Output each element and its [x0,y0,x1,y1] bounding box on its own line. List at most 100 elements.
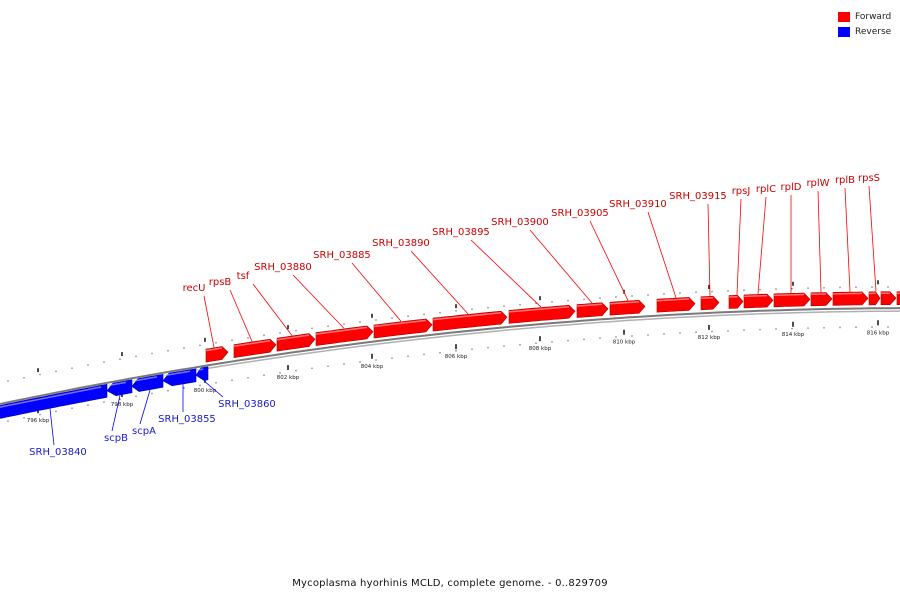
tick-label: 802 kbp [277,375,300,381]
forward-gene-label: rplC [756,184,776,195]
reverse-leader-line [139,389,151,425]
forward-gene-arrow-highlight [432,311,502,321]
reverse-leader-line [203,380,224,398]
forward-gene-arrow-highlight [832,292,863,295]
forward-gene-arrow [432,310,508,332]
reverse-gene-arrow [0,383,108,419]
forward-gene-arrow-highlight [773,293,805,297]
tick-label: 812 kbp [698,335,721,341]
reverse-gene-arrow-highlight [195,368,204,372]
legend-label-reverse: Reverse [855,26,892,37]
forward-gene-label: rpsS [858,173,880,184]
forward-leader-line [203,295,215,348]
ruler-ticks: 796 kbp 798 kbp 800 kbp 802 kbp 804 kbp 806 k… [7,280,890,424]
forward-gene-arrow [773,292,811,308]
forward-leader-line [736,198,742,295]
forward-gene-label: SRH_03890 [372,238,430,249]
forward-gene-arrow [276,333,316,352]
forward-leader-line [229,289,253,342]
forward-gene-arrow [373,318,433,339]
forward-gene-arrow [656,297,696,313]
forward-gene-label: SRH_03880 [254,262,312,273]
forward-gene-label: rpsJ [732,186,751,197]
forward-leader-line [757,196,767,294]
forward-gene-arrow-highlight [700,296,714,300]
legend-label-forward: Forward [855,11,892,22]
forward-gene-label: SRH_03910 [609,199,667,210]
forward-leader-line [470,239,542,308]
forward-leader-line [292,274,345,329]
forward-gene-arrow [576,302,609,318]
reverse-gene-arrow-highlight [0,386,102,408]
forward-gene-arrow-highlight [576,303,603,307]
reverse-gene-arrow [195,366,209,381]
tick-label: 810 kbp [613,340,636,346]
forward-gene-arrow-highlight [656,298,690,302]
forward-leader-line [529,229,593,304]
forward-leader-line [868,185,877,292]
forward-gene-arrow-highlight [609,301,640,305]
forward-gene-label: rpsB [209,277,232,288]
reverse-swatch [838,26,850,37]
tick-label: 814 kbp [782,332,805,338]
forward-gene-arrow [832,291,869,306]
forward-gene-label: SRH_03900 [491,217,549,228]
tick-label: 796 kbp [27,418,50,424]
forward-gene-arrow-highlight [276,334,310,341]
tick-label: 806 kbp [445,354,468,360]
reverse-gene-arrow [106,379,133,397]
tick-label: 804 kbp [361,364,384,370]
forward-gene-arrow [609,300,646,316]
gene-features [0,291,900,419]
genome-caption: Mycoplasma hyorhinis MCLD, complete geno… [292,578,608,589]
forward-gene-arrow-highlight [373,319,427,328]
tick-label: 800 kbp [194,388,217,394]
tick-label: 808 kbp [529,346,552,352]
forward-leader-line [589,220,629,301]
forward-leader-line [252,283,293,336]
forward-leader-line [844,187,851,292]
forward-gene-arrow-highlight [508,305,570,313]
forward-gene-label: rplD [781,182,802,193]
reverse-leader-line [111,395,121,432]
reverse-gene-label: SRH_03840 [29,447,87,458]
forward-gene-arrow [868,291,881,306]
forward-gene-arrow-highlight [205,347,223,352]
forward-gene-arrow-highlight [315,326,368,335]
gene-labels: recUrpsBtsfSRH_03880SRH_03885SRH_03890SR… [29,173,880,458]
forward-gene-arrow [896,291,900,305]
forward-leader-line [647,211,677,298]
forward-gene-label: rplW [806,178,829,189]
reverse-gene-label: scpB [104,433,128,444]
forward-gene-arrow [508,304,576,324]
forward-gene-arrow-highlight [743,294,768,298]
forward-gene-arrow [743,293,774,309]
backbone-line-upper [0,307,900,405]
reverse-gene-label: scpA [132,426,156,437]
forward-gene-arrow [700,295,720,311]
forward-gene-label: recU [183,283,206,294]
reverse-leader-line [49,408,55,446]
legend-item-forward: Forward [838,9,891,24]
forward-gene-label: SRH_03905 [551,208,609,219]
reverse-gene-label: SRH_03855 [158,414,216,425]
forward-leader-line [351,262,402,322]
forward-gene-label: SRH_03915 [669,191,727,202]
legend: Forward Reverse [838,9,891,39]
legend-item-reverse: Reverse [838,24,891,39]
reverse-gene-arrow-highlight [131,376,158,383]
reverse-gene-arrow-highlight [162,370,191,377]
forward-gene-arrow [728,294,744,309]
forward-gene-arrow [315,325,374,346]
tick-label: 798 kbp [111,402,134,408]
forward-leader-line [817,190,822,293]
forward-gene-arrow [880,291,897,305]
reverse-gene-arrow-highlight [106,381,127,387]
forward-gene-arrow-highlight [233,339,271,347]
forward-leader-line [707,203,711,296]
tick-label: 816 kbp [867,330,890,336]
reverse-gene-arrow [162,368,197,387]
forward-gene-arrow [205,346,229,363]
reverse-gene-label: SRH_03860 [218,399,276,410]
